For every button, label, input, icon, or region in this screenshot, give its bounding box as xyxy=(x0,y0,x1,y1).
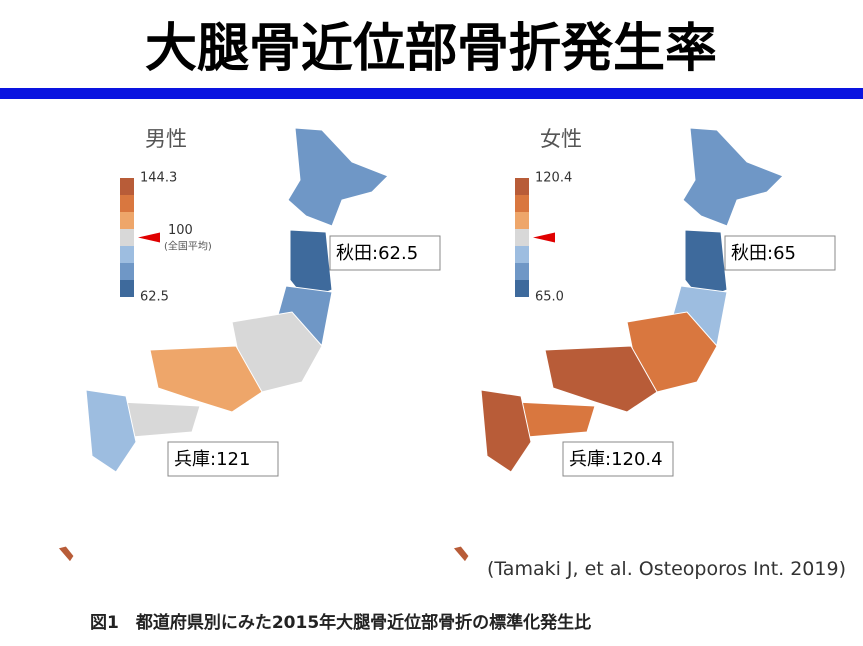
legend-swatch xyxy=(515,178,529,195)
legend-min: 65.0 xyxy=(535,290,564,305)
legend-swatch xyxy=(120,280,134,297)
legend-swatch xyxy=(515,246,529,263)
prefecture xyxy=(544,345,658,413)
map-panel: 女性 120.4 65.0 秋田:65 兵庫:120.4 xyxy=(452,127,836,563)
legend-swatch xyxy=(120,212,134,229)
callout-label: 秋田:62.5 xyxy=(336,243,418,264)
legend-swatch xyxy=(120,195,134,212)
prefecture xyxy=(480,389,532,473)
prefecture xyxy=(85,389,137,473)
legend-mid-note: (全国平均) xyxy=(164,240,212,253)
legend-swatch xyxy=(120,246,134,263)
legend-max: 144.3 xyxy=(140,171,177,186)
legend-swatch xyxy=(515,280,529,297)
legend-swatch xyxy=(515,229,529,246)
prefecture xyxy=(682,127,784,227)
title-rule xyxy=(0,88,863,99)
figure-caption: 図1 都道府県別にみた2015年大腿骨近位部骨折の標準化発生比 xyxy=(90,612,591,633)
sex-label: 男性 xyxy=(145,127,187,151)
legend-swatch xyxy=(120,263,134,280)
legend-max: 120.4 xyxy=(535,171,572,186)
callout-box xyxy=(167,441,279,477)
prefecture xyxy=(149,345,263,413)
callout-label: 秋田:65 xyxy=(731,243,796,264)
average-marker xyxy=(533,232,555,243)
callout-label: 兵庫:120.4 xyxy=(569,449,663,470)
legend-swatch xyxy=(515,195,529,212)
callout-box xyxy=(724,235,836,271)
prefecture xyxy=(452,545,470,563)
legend-swatch xyxy=(515,212,529,229)
callout-box xyxy=(562,441,674,477)
citation: (Tamaki J, et al. Osteoporos Int. 2019) xyxy=(487,558,846,580)
legend-mid: 100 xyxy=(168,223,193,238)
prefecture xyxy=(57,545,75,563)
legend-swatch xyxy=(120,229,134,246)
legend-swatch xyxy=(120,178,134,195)
maps: 男性 144.3 62.5 100 (全国平均) 秋田:62.5 兵庫:121 女性 120.4… xyxy=(57,127,836,563)
map-panel: 男性 144.3 62.5 100 (全国平均) 秋田:62.5 兵庫:121 xyxy=(57,127,441,563)
prefecture xyxy=(287,127,389,227)
slide-title: 大腿骨近位部骨折発生率 xyxy=(145,19,717,79)
legend-min: 62.5 xyxy=(140,290,169,305)
average-marker xyxy=(138,232,160,243)
callout-box xyxy=(329,235,441,271)
legend-swatch xyxy=(515,263,529,280)
sex-label: 女性 xyxy=(540,127,582,151)
callout-label: 兵庫:121 xyxy=(174,449,250,470)
